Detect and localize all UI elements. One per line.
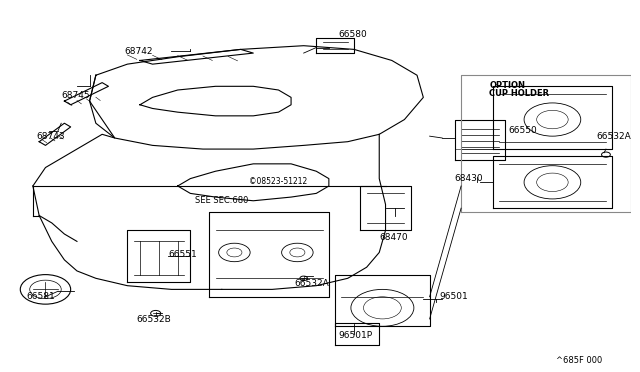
Text: 66532A: 66532A [294, 279, 329, 288]
Text: 66532B: 66532B [137, 315, 172, 324]
Text: 96501: 96501 [439, 292, 468, 301]
Text: 68743: 68743 [36, 132, 65, 141]
Text: ©08523-51212: ©08523-51212 [250, 177, 308, 186]
Text: ^685F 000: ^685F 000 [556, 356, 602, 365]
Text: 66551: 66551 [168, 250, 197, 259]
Text: 68745: 68745 [61, 91, 90, 100]
Text: 66532A: 66532A [596, 132, 631, 141]
Text: 66581: 66581 [27, 292, 55, 301]
Text: 66550: 66550 [508, 126, 537, 135]
Text: 96501P: 96501P [339, 331, 372, 340]
Text: 68742: 68742 [124, 47, 153, 56]
Text: 68430: 68430 [455, 174, 483, 183]
Text: 66580: 66580 [339, 30, 367, 39]
Text: CUP HOLDER: CUP HOLDER [490, 89, 550, 97]
Text: SEE SEC.680: SEE SEC.680 [195, 196, 248, 205]
Text: 68470: 68470 [380, 233, 408, 242]
Text: OPTION: OPTION [490, 81, 525, 90]
